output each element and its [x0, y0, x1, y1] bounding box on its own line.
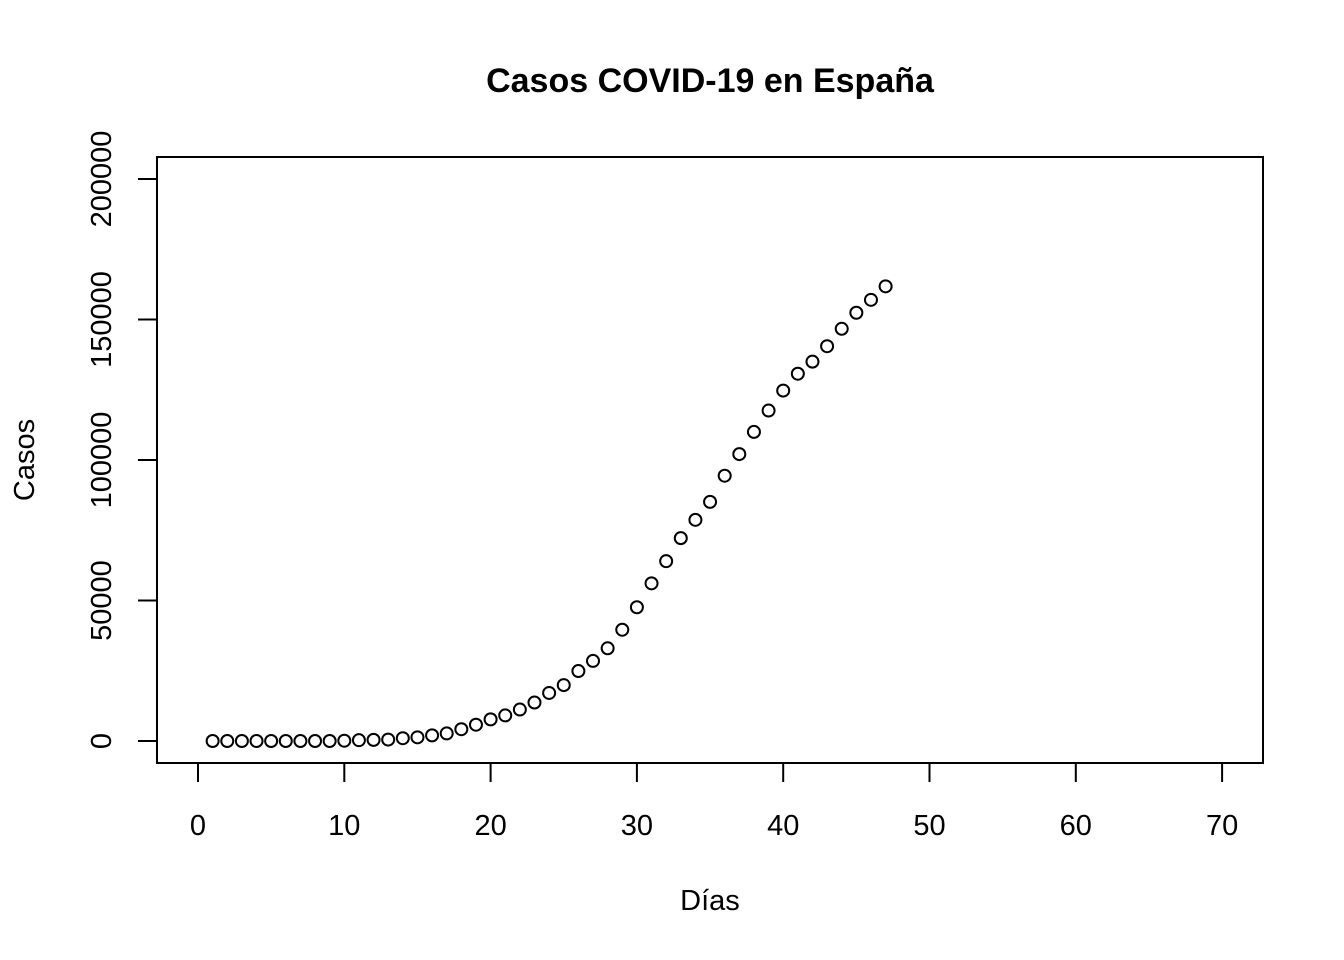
data-point: [688, 512, 703, 527]
data-point: [849, 305, 864, 320]
data-point: [205, 734, 220, 748]
data-point: [351, 733, 366, 748]
x-tick-label: 20: [474, 810, 506, 842]
data-point: [322, 734, 337, 748]
data-point: [410, 730, 425, 745]
data-point: [527, 695, 542, 710]
data-point: [264, 734, 279, 748]
data-point: [454, 722, 469, 737]
y-axis-label: Casos: [9, 419, 41, 501]
data-point: [629, 600, 644, 615]
y-tick-label: 100000: [86, 412, 118, 509]
data-point: [337, 733, 352, 748]
data-point: [556, 678, 571, 693]
data-point: [381, 732, 396, 747]
data-point: [644, 576, 659, 591]
data-point: [234, 734, 249, 748]
data-point: [249, 734, 264, 748]
data-point: [542, 685, 557, 700]
data-point: [586, 653, 601, 668]
x-tick-label: 10: [328, 810, 360, 842]
data-point: [717, 468, 732, 483]
data-point: [615, 622, 630, 637]
chart-title: Casos COVID-19 en España: [486, 62, 935, 100]
data-point: [863, 292, 878, 307]
data-points: [205, 279, 893, 748]
x-tick-label: 30: [621, 810, 653, 842]
data-point: [512, 702, 527, 717]
data-point: [425, 728, 440, 743]
data-point: [571, 664, 586, 679]
data-point: [761, 403, 776, 418]
y-tick-label: 200000: [86, 131, 118, 228]
data-point: [483, 712, 498, 727]
data-point: [293, 734, 308, 748]
x-tick-label: 50: [913, 810, 945, 842]
data-point: [878, 279, 893, 294]
y-tick-label: 0: [86, 733, 118, 749]
data-point: [805, 354, 820, 369]
x-tick-label: 40: [767, 810, 799, 842]
y-tick-label: 150000: [86, 271, 118, 368]
x-axis: 0 10 20 30 40 50 60 70: [190, 762, 1238, 842]
data-point: [498, 708, 513, 723]
data-point: [278, 734, 293, 748]
x-tick-label: 60: [1060, 810, 1092, 842]
data-point: [659, 554, 674, 569]
x-tick-label: 70: [1206, 810, 1238, 842]
y-tick-label: 50000: [86, 560, 118, 641]
data-point: [703, 494, 718, 509]
data-point: [776, 383, 791, 398]
data-point: [820, 339, 835, 354]
data-point: [220, 734, 235, 748]
data-point: [746, 424, 761, 439]
data-point: [673, 531, 688, 546]
y-axis: 0 50000 100000 150000 200000: [86, 131, 158, 749]
plot-frame: [156, 156, 1264, 764]
data-point: [439, 726, 454, 741]
data-point: [834, 321, 849, 336]
data-point: [395, 731, 410, 746]
x-axis-label: Días: [680, 885, 740, 917]
x-tick-label: 0: [190, 810, 206, 842]
data-point: [308, 734, 323, 748]
data-point: [600, 641, 615, 656]
data-point: [468, 717, 483, 732]
data-point: [366, 732, 381, 747]
data-point: [790, 366, 805, 381]
data-point: [732, 447, 747, 462]
